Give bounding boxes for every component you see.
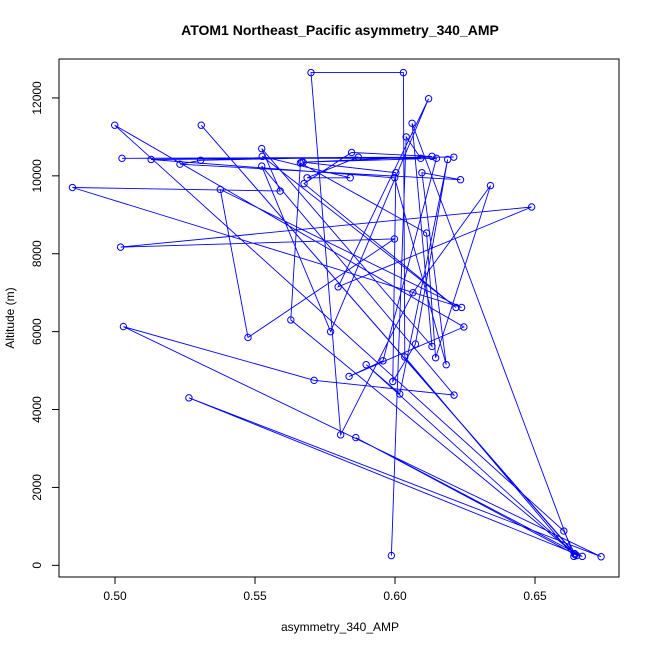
y-tick-label: 6000 [30,318,44,345]
data-point [244,333,252,342]
data-point [411,340,420,348]
data-point [196,156,205,164]
data-point [452,303,460,312]
data-point [387,551,396,560]
data-point [298,158,306,166]
data-point [560,527,568,535]
data-point [409,288,417,297]
x-tick-label: 0.60 [383,589,407,603]
y-tick-label: 2000 [30,474,44,501]
series-layer [68,68,605,561]
y-tick-label: 4000 [30,396,44,423]
data-point [428,152,436,161]
x-tick-label: 0.55 [243,589,267,603]
data-point [310,376,318,385]
data-point [334,283,342,291]
data-point [428,342,436,351]
data-point [276,187,284,195]
data-point [336,431,345,439]
data-point [392,169,400,177]
data-point [216,185,224,194]
data-point [119,322,128,331]
y-tick-label: 12000 [30,81,44,115]
data-point [450,391,458,399]
x-tick-label: 0.50 [103,589,127,603]
data-point [570,552,578,561]
data-point [303,174,311,182]
data-point [432,154,441,163]
data-point [431,354,440,362]
y-tick-label: 8000 [30,240,44,267]
data-point [460,323,468,331]
data-point [346,174,354,182]
data-point [402,133,410,141]
data-point [578,552,587,561]
data-point [258,162,266,170]
data-point [197,121,205,129]
y-axis: 0 2000 4000 6000 8000 10000 12000 [30,81,60,569]
data-point [296,159,305,167]
data-point [352,433,360,442]
chart-title: ATOM1 Northeast_Pacific asymmetry_340_AM… [181,22,499,38]
data-point [379,357,387,365]
data-point [443,155,452,164]
data-point [258,144,266,153]
data-point [399,68,408,77]
x-axis-label: asymmetry_340_AMP [281,620,399,634]
data-point [258,152,266,161]
data-point [424,95,433,103]
data-point [307,68,315,77]
data-point [571,550,579,559]
data-point [442,361,450,369]
data-point [345,372,353,381]
data-point [390,235,399,243]
data-point [408,119,416,127]
x-tick-label: 0.65 [523,589,547,603]
data-point [116,243,125,251]
data-point [422,229,431,237]
data-point [527,203,536,211]
data-point [486,181,495,190]
series-line [72,72,602,558]
data-point [362,361,370,369]
data-point [111,121,119,129]
data-point [300,179,308,188]
data-point [147,155,155,164]
data-point [418,169,426,177]
data-point [391,174,399,182]
data-point [396,390,404,398]
y-tick-label: 10000 [30,159,44,193]
data-point [326,327,335,336]
data-point [347,148,356,157]
plot-frame [58,58,620,578]
data-point [389,377,397,386]
data-point [457,303,466,312]
data-point [417,154,425,163]
data-point [176,160,184,168]
data-point [456,176,465,184]
data-point [287,316,295,324]
data-point [573,551,581,560]
data-point [68,183,77,192]
data-point [185,394,193,402]
y-axis-label: Altitude (m) [3,287,17,348]
data-point [118,154,126,163]
data-point [597,553,605,561]
x-axis: 0.50 0.55 0.60 0.65 [103,576,547,603]
data-point [354,153,363,161]
data-point [450,153,458,161]
data-point [401,353,409,361]
y-tick-label: 0 [30,562,44,569]
